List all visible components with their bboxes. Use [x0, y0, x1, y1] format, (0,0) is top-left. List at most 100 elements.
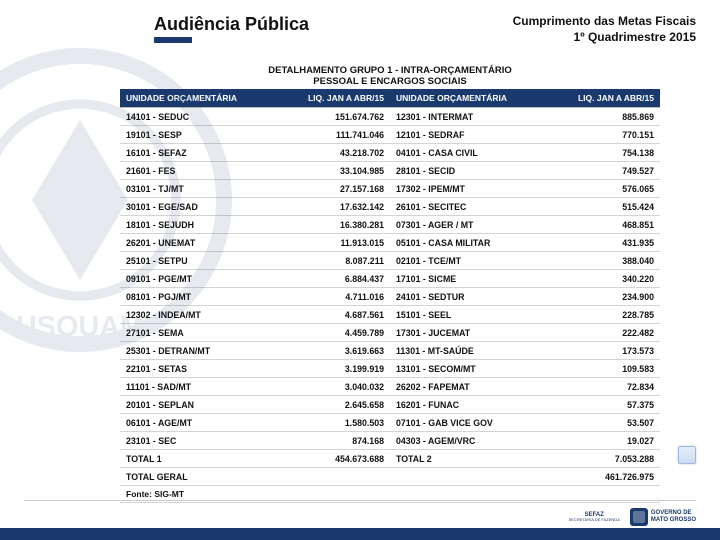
cell: 874.168 [282, 432, 390, 450]
cell: 885.869 [552, 108, 660, 126]
shield-icon [630, 508, 648, 526]
cell: 17101 - SICME [390, 270, 552, 288]
table-row: 12302 - INDEA/MT4.687.56115101 - SEEL228… [120, 306, 660, 324]
cell: 08101 - PGJ/MT [120, 288, 282, 306]
table-row: 22101 - SETAS3.199.91913101 - SECOM/MT10… [120, 360, 660, 378]
cell: 05101 - CASA MILITAR [390, 234, 552, 252]
table-row: 25101 - SETPU8.087.21102101 - TCE/MT388.… [120, 252, 660, 270]
cell: 22101 - SETAS [120, 360, 282, 378]
cell: 3.040.032 [282, 378, 390, 396]
cell: 21601 - FES [120, 162, 282, 180]
cell: 17301 - JUCEMAT [390, 324, 552, 342]
table-row: 30101 - EGE/SAD17.632.14226101 - SECITEC… [120, 198, 660, 216]
footer-divider [24, 500, 696, 501]
title-underline [154, 37, 192, 43]
cell: 340.220 [552, 270, 660, 288]
table-row: 18101 - SEJUDH16.380.28107301 - AGER / M… [120, 216, 660, 234]
cell: 468.851 [552, 216, 660, 234]
table-row: 27101 - SEMA4.459.78917301 - JUCEMAT222.… [120, 324, 660, 342]
cell: 25301 - DETRAN/MT [120, 342, 282, 360]
total1-label: TOTAL 1 [120, 450, 282, 468]
cell: 18101 - SEJUDH [120, 216, 282, 234]
cell: 04303 - AGEM/VRC [390, 432, 552, 450]
cell: 15101 - SEEL [390, 306, 552, 324]
cell: 20101 - SEPLAN [120, 396, 282, 414]
col-header: LIQ. JAN A ABR/15 [552, 89, 660, 108]
table-row: 25301 - DETRAN/MT3.619.66311301 - MT-SAÚ… [120, 342, 660, 360]
cell: 388.040 [552, 252, 660, 270]
total1-value: 454.673.688 [282, 450, 390, 468]
grand-value: 461.726.975 [552, 468, 660, 486]
table-row: 09101 - PGE/MT6.884.43717101 - SICME340.… [120, 270, 660, 288]
cell: 234.900 [552, 288, 660, 306]
cell: 2.645.658 [282, 396, 390, 414]
table-row: 03101 - TJ/MT27.157.16817302 - IPEM/MT57… [120, 180, 660, 198]
table-row: 14101 - SEDUC151.674.76212301 - INTERMAT… [120, 108, 660, 126]
cell: 754.138 [552, 144, 660, 162]
cell: 14101 - SEDUC [120, 108, 282, 126]
total-row-1: TOTAL 1 454.673.688 TOTAL 2 7.053.288 [120, 450, 660, 468]
cell: 222.482 [552, 324, 660, 342]
header: Audiência Pública Cumprimento das Metas … [0, 0, 720, 47]
header-right: Cumprimento das Metas Fiscais 1º Quadrim… [513, 14, 696, 45]
nav-icon[interactable] [678, 446, 696, 464]
total2-label: TOTAL 2 [390, 450, 552, 468]
cell: 43.218.702 [282, 144, 390, 162]
cell: 04101 - CASA CIVIL [390, 144, 552, 162]
table-row: 11101 - SAD/MT3.040.03226202 - FAPEMAT72… [120, 378, 660, 396]
cell: 25101 - SETPU [120, 252, 282, 270]
table-row: 16101 - SEFAZ43.218.70204101 - CASA CIVI… [120, 144, 660, 162]
table-caption-2: PESSOAL E ENCARGOS SOCIAIS [120, 76, 660, 87]
cell: 57.375 [552, 396, 660, 414]
cell: 576.065 [552, 180, 660, 198]
table-row: 20101 - SEPLAN2.645.65816201 - FUNAC57.3… [120, 396, 660, 414]
col-header: LIQ. JAN A ABR/15 [282, 89, 390, 108]
col-header: UNIDADE ORÇAMENTÁRIA [390, 89, 552, 108]
page-title: Audiência Pública [24, 14, 309, 35]
footer: SEFAZ SECRETARIA DE FAZENDA GOVERNO DE M… [0, 500, 720, 540]
cell: 26101 - SECITEC [390, 198, 552, 216]
cell: 12301 - INTERMAT [390, 108, 552, 126]
cell: 1.580.503 [282, 414, 390, 432]
cell: 4.687.561 [282, 306, 390, 324]
grand-total-row: TOTAL GERAL 461.726.975 [120, 468, 660, 486]
cell: 228.785 [552, 306, 660, 324]
table-row: 06101 - AGE/MT1.580.50307101 - GAB VICE … [120, 414, 660, 432]
cell: 26202 - FAPEMAT [390, 378, 552, 396]
grand-label: TOTAL GERAL [120, 468, 282, 486]
sefaz-logo: SEFAZ SECRETARIA DE FAZENDA [569, 512, 620, 523]
cell: 4.711.016 [282, 288, 390, 306]
cell: 173.573 [552, 342, 660, 360]
table-row: 19101 - SESP111.741.04612101 - SEDRAF770… [120, 126, 660, 144]
meta-line2: 1º Quadrimestre 2015 [513, 30, 696, 46]
cell: 19101 - SESP [120, 126, 282, 144]
cell: 26201 - UNEMAT [120, 234, 282, 252]
cell: 515.424 [552, 198, 660, 216]
cell: 28101 - SECID [390, 162, 552, 180]
cell: 07301 - AGER / MT [390, 216, 552, 234]
table-header-row: UNIDADE ORÇAMENTÁRIA LIQ. JAN A ABR/15 U… [120, 89, 660, 108]
cell: 19.027 [552, 432, 660, 450]
cell: 17302 - IPEM/MT [390, 180, 552, 198]
cell: 72.834 [552, 378, 660, 396]
cell: 6.884.437 [282, 270, 390, 288]
table-row: 26201 - UNEMAT11.913.01505101 - CASA MIL… [120, 234, 660, 252]
table-caption-1: DETALHAMENTO GRUPO 1 - INTRA-ORÇAMENTÁRI… [120, 65, 660, 76]
footer-logos: SEFAZ SECRETARIA DE FAZENDA GOVERNO DE M… [569, 508, 696, 526]
budget-table: UNIDADE ORÇAMENTÁRIA LIQ. JAN A ABR/15 U… [120, 89, 660, 503]
cell: 11101 - SAD/MT [120, 378, 282, 396]
cell: 24101 - SEDTUR [390, 288, 552, 306]
cell: 8.087.211 [282, 252, 390, 270]
meta-line1: Cumprimento das Metas Fiscais [513, 14, 696, 30]
table-row: 08101 - PGJ/MT4.711.01624101 - SEDTUR234… [120, 288, 660, 306]
cell: 16201 - FUNAC [390, 396, 552, 414]
table-region: DETALHAMENTO GRUPO 1 - INTRA-ORÇAMENTÁRI… [120, 65, 660, 503]
cell: 109.583 [552, 360, 660, 378]
cell: 12302 - INDEA/MT [120, 306, 282, 324]
cell: 111.741.046 [282, 126, 390, 144]
footer-bar [0, 528, 720, 540]
cell: 12101 - SEDRAF [390, 126, 552, 144]
cell: 4.459.789 [282, 324, 390, 342]
col-header: UNIDADE ORÇAMENTÁRIA [120, 89, 282, 108]
cell: 02101 - TCE/MT [390, 252, 552, 270]
